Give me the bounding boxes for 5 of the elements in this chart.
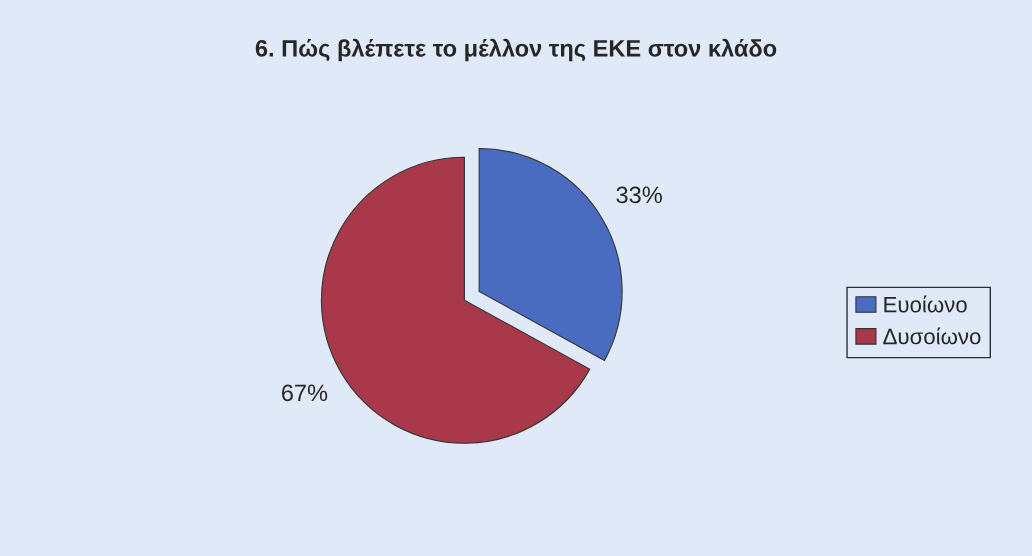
data-label: 67%	[281, 384, 328, 402]
legend-label: Ευοίωνο	[884, 295, 967, 313]
legend-label: Δυσοίωνο	[883, 327, 981, 345]
chart-title: 6. Πώς βλέπετε το μέλλον της ΕΚΕ στον κλάδο	[255, 38, 777, 62]
data-label: 33%	[616, 186, 662, 204]
